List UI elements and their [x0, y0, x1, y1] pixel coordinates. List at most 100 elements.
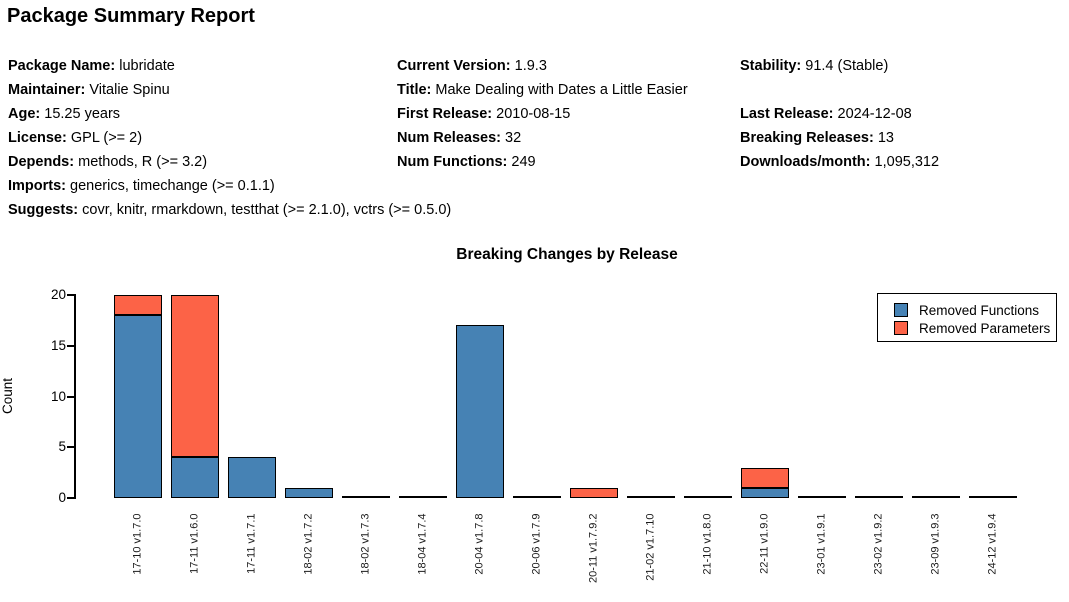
legend-label: Removed Parameters [919, 320, 1051, 336]
x-tick-label: 17-10 v1.7.0 [131, 513, 144, 575]
field-value: lubridate [119, 58, 175, 74]
info-row-package-name: Package Name: lubridate [8, 54, 451, 78]
field-label: Downloads/month: [740, 154, 871, 170]
field-value: 32 [505, 130, 522, 146]
x-tick-label: 20-06 v1.7.9 [530, 513, 543, 575]
info-row-num-functions: Num Functions: 249 [397, 150, 688, 174]
x-tick-label: 18-02 v1.7.2 [302, 513, 315, 575]
info-row-breaking-releases: Breaking Releases: 13 [740, 126, 939, 150]
info-row-first-release: First Release: 2010-08-15 [397, 102, 688, 126]
field-label: Num Functions: [397, 154, 508, 170]
bar-segment-removed-parameters [570, 487, 618, 498]
x-tick-label: 20-04 v1.7.8 [473, 513, 486, 575]
zero-value-bar-line [513, 496, 561, 498]
info-column-right: Stability: 91.4 (Stable) Last Release: 2… [740, 54, 939, 174]
bar-segment-removed-parameters [114, 295, 162, 316]
field-value: methods, R (>= 3.2) [78, 154, 208, 170]
field-value: 2010-08-15 [496, 106, 571, 122]
field-label: Suggests: [8, 202, 79, 218]
x-tick-label: 21-02 v1.7.10 [644, 513, 657, 581]
field-value: 249 [511, 154, 536, 170]
y-tick-label: 5 [58, 439, 66, 455]
bar-segment-removed-functions [171, 457, 219, 498]
y-axis-tick [67, 294, 75, 296]
x-tick-label: 21-10 v1.8.0 [701, 513, 714, 575]
info-row-imports: Imports: generics, timechange (>= 0.1.1) [8, 174, 451, 198]
blank-row [740, 78, 939, 102]
chart-legend: Removed Functions Removed Parameters [877, 293, 1057, 342]
y-tick-label: 20 [50, 287, 66, 302]
info-row-suggests: Suggests: covr, knitr, rmarkdown, testth… [8, 198, 451, 222]
info-row-depends: Depends: methods, R (>= 3.2) [8, 150, 451, 174]
bar-segment-removed-functions [285, 487, 333, 498]
zero-value-bar-line [684, 496, 732, 498]
chart-title: Breaking Changes by Release [456, 246, 678, 263]
page-title: Package Summary Report [7, 5, 255, 27]
field-value: generics, timechange (>= 0.1.1) [70, 178, 275, 194]
field-label: Breaking Releases: [740, 130, 874, 146]
field-label: Imports: [8, 178, 66, 194]
y-axis-tick [67, 344, 75, 347]
field-value: 91.4 (Stable) [805, 58, 889, 74]
x-tick-label: 24-12 v1.9.4 [986, 513, 999, 575]
zero-value-bar-line [855, 496, 903, 498]
field-label: Num Releases: [397, 130, 501, 146]
info-row-downloads-month: Downloads/month: 1,095,312 [740, 150, 939, 174]
zero-value-bar-line [342, 496, 390, 498]
zero-value-bar-line [912, 496, 960, 498]
field-label: Current Version: [397, 58, 511, 74]
field-value: covr, knitr, rmarkdown, testthat (>= 2.1… [82, 202, 452, 218]
y-axis-tick [67, 497, 75, 499]
info-row-stability: Stability: 91.4 (Stable) [740, 54, 939, 78]
x-tick-label: 22-11 v1.9.0 [758, 513, 771, 574]
zero-value-bar-line [627, 496, 675, 498]
field-value: 15.25 years [44, 106, 121, 122]
bar-segment-removed-functions [228, 457, 276, 498]
field-value: GPL (>= 2) [70, 130, 143, 146]
bar-segment-removed-functions [741, 487, 789, 498]
x-tick-label: 18-04 v1.7.4 [416, 513, 429, 575]
field-label: First Release: [397, 106, 493, 122]
field-label: Title: [397, 82, 432, 98]
zero-value-bar-line [969, 496, 1017, 498]
x-tick-label: 23-09 v1.9.3 [929, 513, 942, 575]
field-label: Package Name: [8, 58, 116, 74]
x-tick-label: 18-02 v1.7.3 [359, 513, 372, 575]
zero-value-bar-line [399, 496, 447, 498]
field-value: Vitalie Spinu [89, 82, 170, 98]
field-label: Depends: [8, 154, 75, 170]
legend-item-removed-functions: Removed Functions [878, 301, 1056, 319]
field-label: Maintainer: [8, 82, 86, 98]
info-row-title: Title: Make Dealing with Dates a Little … [397, 78, 688, 102]
x-tick-label: 23-01 v1.9.1 [815, 513, 828, 575]
bar-segment-removed-parameters [741, 467, 789, 488]
y-axis-title: Count [0, 377, 15, 415]
bar-segment-removed-functions [456, 325, 504, 498]
info-row-num-releases: Num Releases: 32 [397, 126, 688, 150]
field-value: Make Dealing with Dates a Little Easier [435, 82, 688, 98]
y-axis-tick [67, 446, 75, 449]
x-tick-label: 17-11 v1.7.1 [245, 513, 258, 574]
x-tick-label: 20-11 v1.7.9.2 [587, 513, 600, 584]
y-tick-label: 0 [58, 490, 66, 505]
legend-item-removed-parameters: Removed Parameters [878, 319, 1056, 337]
bar-segment-removed-parameters [171, 295, 219, 458]
info-row-license: License: GPL (>= 2) [8, 126, 451, 150]
info-row-current-version: Current Version: 1.9.3 [397, 54, 688, 78]
legend-label: Removed Functions [919, 302, 1040, 318]
bar-segment-removed-functions [114, 315, 162, 498]
zero-value-bar-line [798, 496, 846, 498]
info-row-age: Age: 15.25 years [8, 102, 451, 126]
field-label: Age: [8, 106, 41, 122]
field-label: Stability: [740, 58, 802, 74]
x-tick-label: 17-11 v1.6.0 [188, 513, 201, 574]
legend-swatch-blue-icon [894, 303, 908, 317]
y-tick-label: 15 [50, 337, 66, 353]
x-tick-label: 23-02 v1.9.2 [872, 513, 885, 575]
field-value: 1.9.3 [514, 58, 547, 74]
y-axis-line [74, 294, 76, 499]
legend-swatch-red-icon [894, 321, 908, 335]
info-column-middle: Current Version: 1.9.3 Title: Make Deali… [397, 54, 688, 174]
field-value: 2024-12-08 [837, 106, 912, 122]
